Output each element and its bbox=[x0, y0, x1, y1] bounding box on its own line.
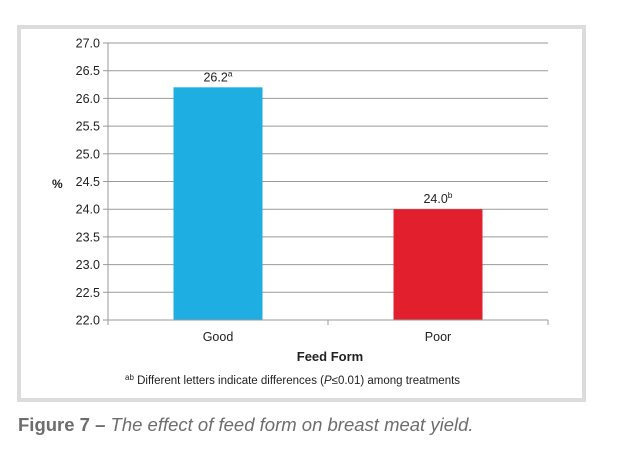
y-tick-label: 25.0 bbox=[76, 147, 100, 161]
chart-frame bbox=[17, 25, 586, 402]
y-tick-label: 26.0 bbox=[76, 92, 100, 106]
bar-poor bbox=[393, 209, 483, 320]
footnote: ab Different letters indicate difference… bbox=[125, 373, 460, 387]
y-tick-label: 27.0 bbox=[76, 37, 100, 51]
y-tick-label: 22.5 bbox=[76, 286, 100, 300]
y-axis-label: % bbox=[52, 177, 63, 191]
data-label: 24.0b bbox=[423, 190, 452, 206]
data-label: 26.2a bbox=[203, 68, 232, 84]
data-labels: 26.2a 24.0b bbox=[203, 68, 452, 206]
caption-text: The effect of feed form on breast meat y… bbox=[110, 414, 474, 435]
x-tick-label: Poor bbox=[425, 330, 451, 344]
y-tick-label: 22.0 bbox=[76, 314, 100, 328]
y-tick-label: 26.5 bbox=[76, 64, 100, 78]
x-axis: Good Poor bbox=[103, 43, 549, 344]
y-tick-label: 23.0 bbox=[76, 258, 100, 272]
y-tick-label: 24.5 bbox=[76, 175, 100, 189]
bar-good bbox=[173, 87, 263, 320]
bars bbox=[173, 87, 483, 320]
y-tick-label: 24.0 bbox=[76, 203, 100, 217]
x-tick-label: Good bbox=[203, 330, 234, 344]
y-tick-label: 25.5 bbox=[76, 120, 100, 134]
figure-caption: Figure 7 – The effect of feed form on br… bbox=[18, 414, 474, 436]
y-tick-label: 23.5 bbox=[76, 230, 100, 244]
y-axis-ticks: 27.0 26.5 26.0 25.5 25.0 24.5 24.0 23.5 23.0 22.5… bbox=[76, 37, 108, 328]
x-axis-label: Feed Form bbox=[297, 349, 363, 364]
caption-lead: Figure 7 – bbox=[18, 414, 111, 435]
